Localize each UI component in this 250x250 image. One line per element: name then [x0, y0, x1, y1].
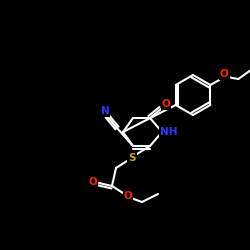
- Text: S: S: [128, 153, 136, 163]
- Text: O: O: [220, 69, 229, 79]
- Text: O: O: [162, 99, 170, 109]
- Text: NH: NH: [160, 127, 178, 137]
- Text: O: O: [124, 191, 132, 201]
- Text: O: O: [88, 177, 98, 187]
- Text: N: N: [100, 106, 110, 116]
